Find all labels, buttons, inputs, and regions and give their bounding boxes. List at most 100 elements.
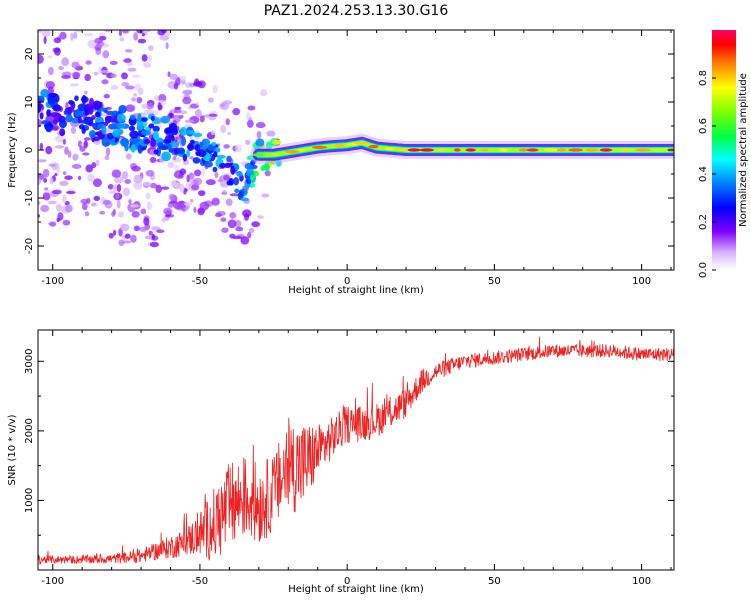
colorbar-gradient (712, 30, 736, 270)
spectrogram-scatter-point (64, 204, 73, 213)
spectrogram-scatter-point (178, 114, 184, 119)
spectrogram-scatter-point (266, 130, 276, 137)
spectrogram-scatter-point (119, 37, 125, 42)
spectrogram-peak-cell (518, 148, 528, 152)
spectrogram-peak-cell (498, 148, 508, 152)
spectrogram-scatter-point (83, 90, 88, 95)
spectrogram-scatter-point (49, 15, 56, 18)
spectrogram-scatter-point (189, 198, 194, 203)
spectrogram-scatter-point (40, 204, 50, 212)
spectrogram-ridge-blob (224, 162, 231, 169)
spectrogram-scatter-point (38, 177, 42, 185)
spectrogram-peak-cell (544, 148, 558, 152)
spectrogram-scatter-point (214, 171, 219, 179)
spectrogram-scatter-point (53, 126, 58, 131)
spectrogram-scatter-point (145, 169, 155, 177)
spectrogram-scatter-point (129, 20, 135, 25)
spectrogram-scatter-point (184, 201, 193, 206)
spectrogram-scatter-point (125, 104, 136, 112)
spectrogram-scatter-point (117, 14, 123, 19)
spectrogram-ridge-blob (65, 114, 73, 123)
spectrogram-scatter-point (232, 108, 241, 116)
spectrogram-scatter-point (62, 194, 67, 204)
spectrogram-scatter-point (70, 32, 74, 42)
spectrogram-scatter-point (45, 146, 53, 155)
spectrogram-scatter-point (136, 96, 143, 104)
spectrogram-scatter-point (234, 144, 243, 153)
spectrogram-scatter-point (245, 139, 251, 145)
spectrogram-scatter-point (116, 13, 122, 19)
spectrogram-scatter-point (133, 181, 143, 190)
spectrogram-scatter-point (225, 118, 231, 126)
spectrogram-scatter-point (42, 192, 51, 201)
spectrogram-scatter-point (79, 12, 87, 17)
spectrogram-scatter-point (175, 77, 181, 86)
spectrogram-ridge-blob (88, 129, 97, 139)
spectrogram-scatter-point (196, 102, 200, 106)
spectrogram-ridge-blob (186, 149, 191, 158)
spectrogram-scatter-point (49, 221, 57, 227)
spectrogram-scatter-point (140, 208, 147, 215)
spectrogram-scatter-point (149, 241, 159, 248)
spectrogram-scatter-point (194, 78, 200, 87)
spectrogram-scatter-point (133, 225, 140, 232)
spectrogram-scatter-point (66, 190, 76, 195)
spectrogram-scatter-point (186, 174, 190, 183)
spectrogram-scatter-point (112, 229, 117, 236)
spectrogram-ridge-blob (88, 105, 94, 115)
spectrogram-scatter-point (58, 66, 65, 71)
snr-y-ticks: 1000 2000 3000 (24, 349, 674, 571)
spectrogram-scatter-point (149, 156, 157, 164)
spectrogram-ridge-blob (116, 113, 126, 123)
spectrogram-peak-cell (480, 148, 489, 152)
colorbar-tick-label: 0.0 (698, 262, 709, 278)
spectrogram-scatter-point (137, 38, 147, 44)
spectrogram-scatter-point (61, 57, 70, 67)
spectrogram-scatter-point (107, 184, 114, 190)
spectrogram-scatter-point (105, 147, 111, 157)
spectrogram-ridge-blob (215, 147, 221, 153)
spectrogram-scatter-point (103, 199, 111, 205)
spectrogram-scatter-point (184, 119, 195, 123)
spectrogram-scatter-point (210, 130, 216, 136)
snr-x-ticks: -100 -50 0 50 100 (41, 330, 672, 587)
spectrogram-scatter-point (86, 197, 91, 205)
spectrogram-scatter-point (223, 174, 230, 181)
spectrogram-ridge-blob (152, 130, 160, 141)
spectrogram-scatter-point (43, 177, 48, 183)
spectrogram-ridge-blob (161, 151, 171, 162)
spectrogram-scatter-point (128, 199, 132, 204)
spectrogram-scatter-point (111, 169, 122, 178)
spectrogram-scatter-point (189, 156, 195, 160)
spectrogram-x-label: Height of straight line (km) (288, 285, 424, 296)
spectrogram-scatter-point (54, 172, 58, 177)
spectrogram-scatter-point (42, 25, 47, 29)
spectrogram-scatter-point (90, 202, 99, 208)
spectrogram-ridge-blob (170, 141, 180, 147)
spectrogram-ridge-blob (63, 110, 70, 115)
colorbar-tick-label: 0.6 (698, 118, 709, 134)
spectrogram-x-tick-label: 0 (344, 276, 350, 287)
spectrogram-scatter-point (143, 62, 152, 68)
spectrogram-ridge-blob (148, 123, 155, 129)
snr-x-tick-label: -100 (41, 576, 64, 587)
spectrogram-peak-cell (599, 148, 613, 152)
spectrogram-scatter-point (44, 187, 49, 191)
spectrogram-ridge-blob (107, 132, 114, 140)
spectrogram-ridge-blob (101, 137, 111, 147)
spectrogram-scatter-point (198, 190, 206, 197)
snr-panel: -100 -50 0 50 100 1000 2000 3000 Height of str… (7, 329, 675, 595)
spectrogram-ridge-blob (240, 197, 249, 202)
spectrogram-peak-cell (653, 148, 664, 152)
spectrogram-scatter-point (109, 60, 118, 65)
spectrogram-scatter-point (123, 20, 129, 26)
spectrogram-ridge-blob (226, 180, 233, 186)
spectrogram-scatter-point (84, 211, 90, 217)
spectrogram-scatter-point (110, 85, 119, 90)
spectrogram-ridge-blob (219, 162, 227, 168)
spectrogram-scatter-point (220, 103, 225, 108)
spectrogram-scatter-point (151, 226, 161, 231)
spectrogram-scatter-point (220, 124, 227, 134)
spectrogram-scatter-point (93, 2, 102, 10)
